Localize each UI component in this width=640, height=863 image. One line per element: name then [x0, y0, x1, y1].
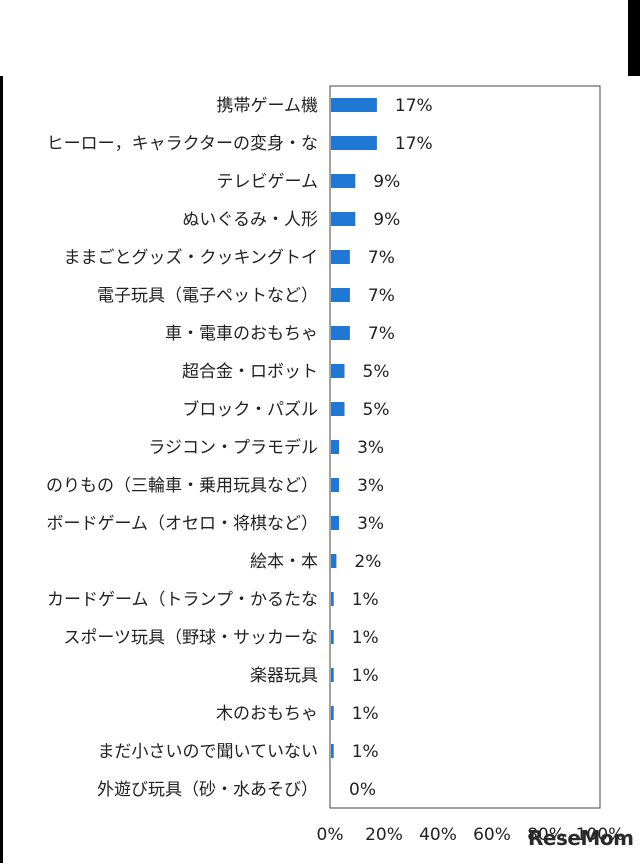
value-label-6: 7% [368, 286, 395, 306]
value-label-13: 2% [354, 552, 381, 572]
bar-11 [331, 478, 340, 492]
bar-14 [331, 592, 334, 606]
bar-7 [331, 326, 350, 340]
bar-8 [331, 364, 345, 378]
category-label-16: 楽器玩具 [250, 666, 318, 686]
bar-17 [331, 706, 334, 720]
category-labels: 携帯ゲーム機ヒーロー，キャラクターの変身・なテレビゲームぬいぐるみ・人形ままごと… [46, 96, 318, 800]
category-label-1: 携帯ゲーム機 [217, 96, 319, 116]
category-label-4: ぬいぐるみ・人形 [182, 210, 318, 230]
value-label-1: 17% [395, 96, 433, 116]
bar-9 [331, 402, 345, 416]
category-label-12: ボードゲーム（オセロ・将棋など） [47, 514, 319, 534]
bar-15 [331, 630, 334, 644]
category-label-13: 絵本・本 [250, 552, 318, 572]
watermark-logo: ReseMom [528, 826, 634, 850]
bar-12 [331, 516, 340, 530]
category-label-7: 車・電車のおもちゃ [165, 324, 318, 344]
x-tick-label-5: 80% [527, 825, 565, 845]
bar-2 [331, 136, 377, 150]
category-label-9: ブロック・パズル [182, 399, 318, 420]
category-label-17: 木のおもちゃ [216, 704, 318, 724]
value-label-18: 1% [352, 742, 379, 762]
bar-6 [331, 288, 350, 302]
bar-5 [331, 250, 350, 264]
value-label-11: 3% [357, 476, 384, 496]
category-label-3: テレビゲーム [217, 172, 319, 192]
value-label-10: 3% [357, 438, 384, 458]
category-label-18: まだ小さいので聞いていない [98, 742, 319, 762]
x-tick-label-3: 40% [419, 825, 457, 845]
value-labels: 17% 17% 9% 9% 7% 7% 7% 5% 5% 3% 3% 3% 2% 1% 1% 1% 1% 1% 0% [349, 96, 433, 800]
bar-1 [331, 98, 377, 112]
value-label-15: 1% [352, 628, 379, 648]
top-blank-area [0, 0, 640, 76]
value-label-14: 1% [352, 590, 379, 610]
bar-16 [331, 668, 334, 682]
bar-13 [331, 554, 337, 568]
bar-10 [331, 440, 340, 454]
category-label-19: 外遊び玩具（砂・水あそび） [97, 780, 318, 800]
bar-3 [331, 174, 356, 188]
value-label-9: 5% [363, 400, 390, 420]
category-label-15: スポーツ玩具（野球・サッカーな [63, 628, 318, 648]
value-label-12: 3% [357, 514, 384, 534]
value-label-7: 7% [368, 324, 395, 344]
bar-18 [331, 744, 334, 758]
category-label-2: ヒーロー，キャラクターの変身・な [47, 134, 318, 154]
left-edge-bar [0, 76, 3, 863]
x-tick-label-4: 60% [473, 825, 511, 845]
value-label-5: 7% [368, 248, 395, 268]
x-tick-label-2: 20% [365, 825, 403, 845]
value-label-19: 0% [349, 780, 376, 800]
category-label-10: ラジコン・プラモデル [148, 437, 318, 458]
category-label-8: 超合金・ロボット [182, 362, 318, 382]
x-axis-ticks: 0% 20% 40% 60% 80% 100% [317, 825, 625, 845]
plot-area [329, 85, 601, 809]
value-label-8: 5% [363, 362, 390, 382]
value-label-17: 1% [352, 704, 379, 724]
value-label-16: 1% [352, 666, 379, 686]
value-label-2: 17% [395, 134, 433, 154]
category-label-14: カードゲーム（トランプ・かるたな [47, 590, 318, 610]
bars-group [331, 98, 377, 758]
category-label-6: 電子玩具（電子ペットなど） [97, 286, 318, 306]
value-label-3: 9% [373, 172, 400, 192]
category-label-5: ままごとグッズ・クッキングトイ [64, 248, 319, 268]
value-label-4: 9% [373, 210, 400, 230]
bar-4 [331, 212, 356, 226]
x-tick-label-1: 0% [317, 825, 344, 845]
x-tick-label-6: 100% [576, 825, 625, 845]
right-edge-bar [628, 0, 640, 76]
category-label-11: のりもの（三輪車・乗用玩具など） [46, 476, 318, 496]
bar-chart: 携帯ゲーム機ヒーロー，キャラクターの変身・なテレビゲームぬいぐるみ・人形ままごと… [46, 85, 625, 845]
